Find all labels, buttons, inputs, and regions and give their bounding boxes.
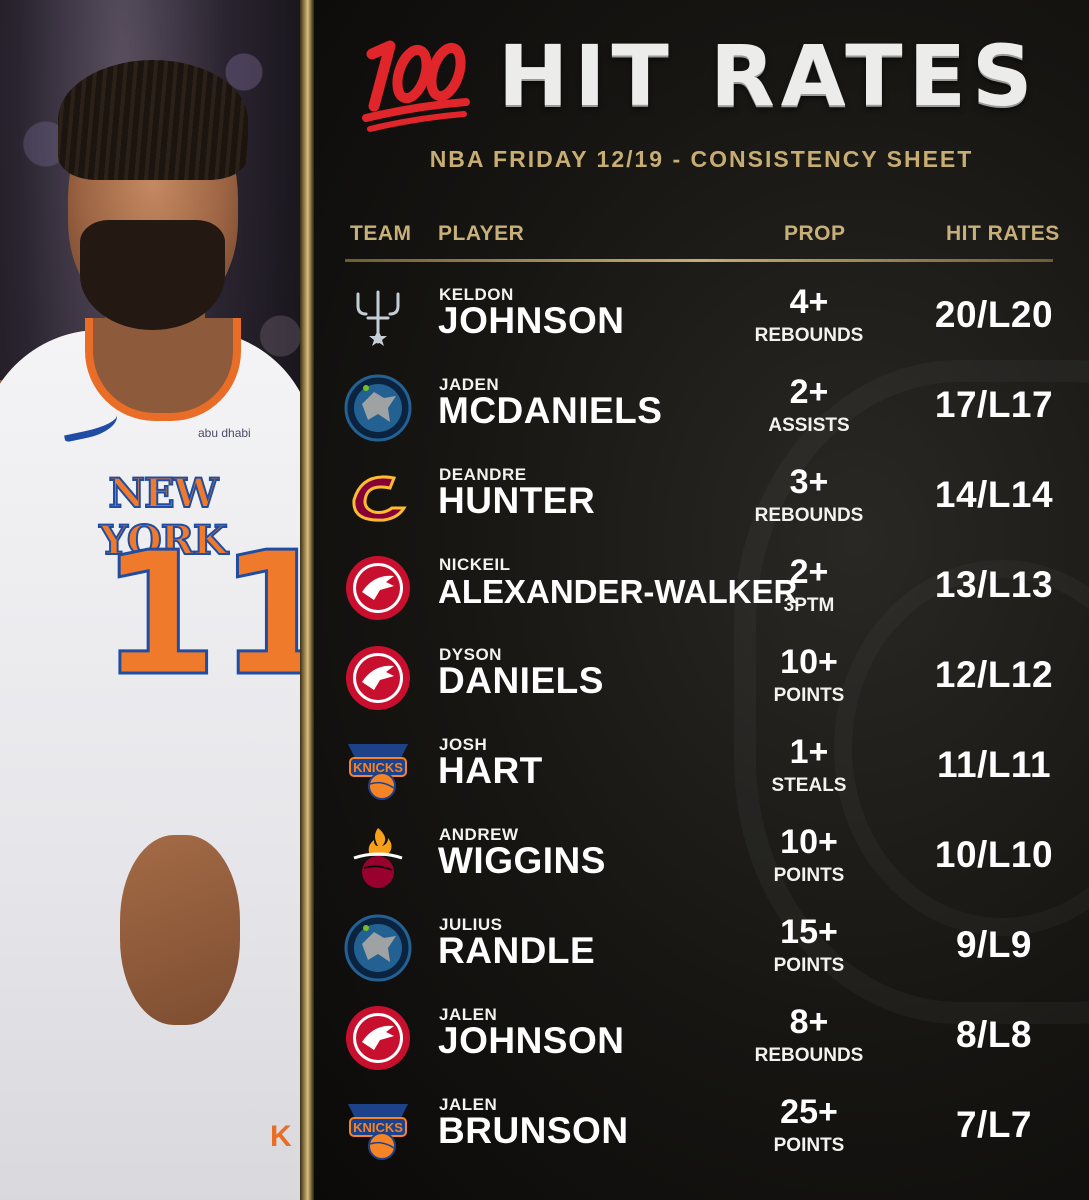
title-row: HIT RATES <box>360 22 1080 132</box>
player-last-name: JOHNSON <box>438 1020 625 1061</box>
player-last-name: HUNTER <box>438 480 596 521</box>
player-first-name: DYSON <box>439 645 502 664</box>
page-subtitle: NBA FRIDAY 12/19 - CONSISTENCY SHEET <box>429 146 974 172</box>
player-last-name: RANDLE <box>438 930 596 971</box>
hit-rate: 11/L11 <box>936 744 1052 785</box>
hawks-logo-icon <box>344 1004 412 1072</box>
prop-value: 10+ <box>780 643 838 681</box>
player-first-name: JALEN <box>439 1005 498 1024</box>
jersey-neckline <box>85 318 241 421</box>
column-header-player: PLAYER <box>438 222 525 245</box>
player-last-name: BRUNSON <box>438 1110 629 1151</box>
column-header-prop: PROP <box>784 222 846 245</box>
prop-value: 2+ <box>789 373 829 411</box>
svg-text:KNICKS: KNICKS <box>353 760 403 775</box>
prop-stat: 3PTM <box>783 595 835 616</box>
knicks-logo-icon: KNICKS <box>344 1094 412 1162</box>
hit-rate: 7/L7 <box>955 1104 1033 1145</box>
player-first-name: JOSH <box>439 735 488 754</box>
player-first-name: NICKEIL <box>439 555 511 574</box>
hit-rate: 10/L10 <box>934 834 1054 875</box>
player-last-name: DANIELS <box>438 660 604 701</box>
table-row: KNICKS JOSH HART 1+ STEALS 11/L11 <box>314 722 1089 812</box>
hawks-logo-icon <box>344 554 412 622</box>
timberwolves-logo-icon <box>344 914 412 982</box>
prop-stat: POINTS <box>773 865 845 886</box>
player-last-name: ALEXANDER-WALKER <box>438 573 798 610</box>
player-beard <box>80 220 225 330</box>
player-jersey <box>0 330 305 1200</box>
hawks-logo-icon <box>344 644 412 712</box>
jersey-sponsor: abu dhabi <box>198 426 251 440</box>
hit-rate: 13/L13 <box>934 564 1054 605</box>
table-row: KELDON JOHNSON 4+ REBOUNDS 20/L20 <box>314 272 1089 362</box>
hit-rate: 20/L20 <box>934 294 1054 335</box>
player-first-name: JULIUS <box>439 915 503 934</box>
prop-stat: POINTS <box>773 685 845 706</box>
table-row: ANDREW WIGGINS 10+ POINTS 10/L10 <box>314 812 1089 902</box>
player-first-name: JALEN <box>439 1095 498 1114</box>
prop-stat: REBOUNDS <box>754 325 864 346</box>
table-row: JADEN MCDANIELS 2+ ASSISTS 17/L17 <box>314 362 1089 452</box>
cavaliers-logo-icon <box>344 464 412 532</box>
prop-stat: ASSISTS <box>768 415 850 436</box>
player-first-name: ANDREW <box>439 825 519 844</box>
page-title: HIT RATES <box>498 27 1039 125</box>
gold-divider <box>300 0 314 1200</box>
table-row: DEANDRE HUNTER 3+ REBOUNDS 14/L14 <box>314 452 1089 542</box>
prop-value: 25+ <box>780 1093 838 1131</box>
table-row: KNICKS JALEN BRUNSON 25+ POINTS 7/L7 <box>314 1082 1089 1172</box>
prop-value: 15+ <box>780 913 838 951</box>
hit-rate: 14/L14 <box>934 474 1054 515</box>
table-row: JALEN JOHNSON 8+ REBOUNDS 8/L8 <box>314 992 1089 1082</box>
jersey-number: 11 <box>99 516 306 714</box>
prop-value: 3+ <box>789 463 829 501</box>
player-photo: abu dhabi NEW YORK 11 K <box>0 0 305 1200</box>
table-row: NICKEIL ALEXANDER-WALKER 2+ 3PTM 13/L13 <box>314 542 1089 632</box>
prop-stat: POINTS <box>773 955 845 976</box>
svg-text:KNICKS: KNICKS <box>353 1120 403 1135</box>
player-first-name: JADEN <box>439 375 500 394</box>
player-last-name: MCDANIELS <box>438 390 663 431</box>
prop-value: 10+ <box>780 823 838 861</box>
hit-rate: 8/L8 <box>955 1014 1033 1055</box>
player-first-name: KELDON <box>439 285 514 304</box>
player-first-name: DEANDRE <box>439 465 527 484</box>
hundred-points-icon <box>362 40 470 132</box>
jersey-wordmark: NEW YORK <box>98 469 228 565</box>
prop-value: 1+ <box>789 733 829 771</box>
player-hair <box>58 60 248 180</box>
heat-logo-icon <box>344 824 412 892</box>
hit-rate: 17/L17 <box>934 384 1054 425</box>
table-row: JULIUS RANDLE 15+ POINTS 9/L9 <box>314 902 1089 992</box>
prop-value: 4+ <box>789 283 829 321</box>
prop-stat: POINTS <box>773 1135 845 1156</box>
player-last-name: WIGGINS <box>438 840 606 881</box>
player-last-name: JOHNSON <box>438 300 625 341</box>
prop-stat: REBOUNDS <box>754 505 864 526</box>
spurs-logo-icon <box>344 284 412 352</box>
column-header-hit-rates: HIT RATES <box>946 222 1060 245</box>
prop-stat: REBOUNDS <box>754 1045 864 1066</box>
prop-value: 2+ <box>789 553 829 591</box>
hit-rates-panel <box>314 0 1089 1200</box>
prop-stat: STEALS <box>771 775 847 796</box>
hit-rate: 9/L9 <box>955 924 1033 965</box>
header-divider <box>345 259 1053 262</box>
column-header-team: TEAM <box>350 222 412 245</box>
player-hand <box>120 835 240 1025</box>
hit-rate: 12/L12 <box>934 654 1054 695</box>
player-last-name: HART <box>438 750 543 791</box>
knicks-logo-icon: KNICKS <box>344 734 412 802</box>
table-row: DYSON DANIELS 10+ POINTS 12/L12 <box>314 632 1089 722</box>
timberwolves-logo-icon <box>344 374 412 442</box>
shorts-logo: K <box>270 1120 292 1153</box>
prop-value: 8+ <box>789 1003 829 1041</box>
